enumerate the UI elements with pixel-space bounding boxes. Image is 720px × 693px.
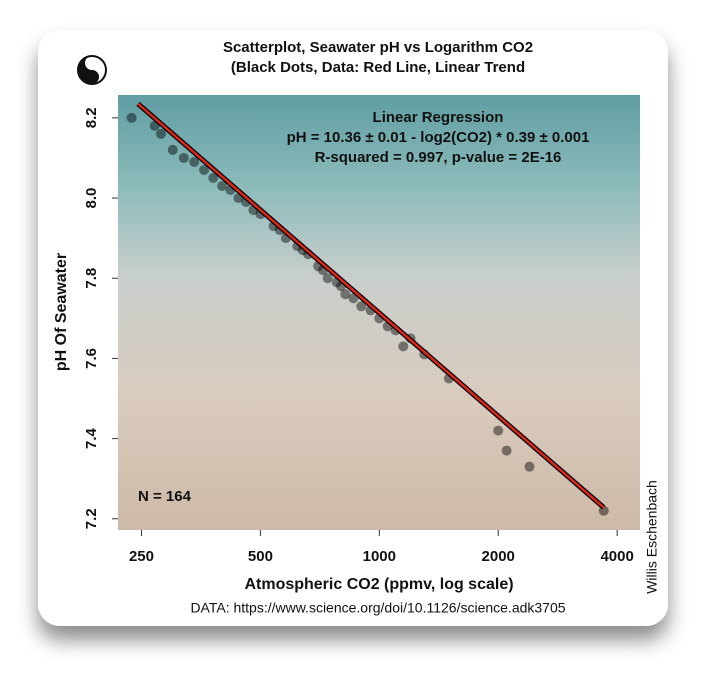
point [155,128,166,139]
point [217,181,228,192]
point [493,425,504,436]
title: (Black Dots, Data: Red Line, Linear Tren… [231,59,525,76]
y-tick-label: 7.8 [83,268,100,289]
point [322,273,333,284]
point [167,144,178,155]
y-tick-label: 7.4 [83,428,100,450]
y-tick-label: 8.2 [83,107,100,128]
point [126,112,137,123]
point [178,152,189,163]
x-axis-label: Atmospheric CO2 (ppmv, log scale) [244,576,513,593]
y-tick-label: 7.2 [83,508,100,529]
x-tick-label: 1000 [363,548,396,565]
point [524,461,535,472]
annotation: pH = 10.36 ± 0.01 - log2(CO2) * 0.39 ± 0… [287,129,590,146]
point [398,341,409,352]
x-tick-label: 4000 [600,548,633,565]
point [189,156,200,167]
y-tick-label: 7.6 [83,348,100,369]
point [356,301,367,312]
point [199,164,210,175]
trend-line [137,102,605,509]
n-label: N = 164 [138,488,192,505]
title: Scatterplot, Seawater pH vs Logarithm CO… [223,39,533,56]
annotation: R-squared = 0.997, p-value = 2E-16 [315,149,562,166]
source: DATA: https://www.science.org/doi/10.112… [190,600,565,616]
y-tick-label: 8.0 [83,188,100,209]
x-tick-label: 250 [129,548,154,565]
point [501,445,512,456]
point [208,172,219,183]
x-tick-label: 500 [248,548,273,565]
x-tick-label: 2000 [482,548,515,565]
annotation: Linear Regression [373,109,504,126]
point [340,289,351,300]
y-axis-label: pH Of Seawater [53,253,70,371]
yin-yang-icon [77,55,107,85]
author: Willis Eschenbach [644,480,660,594]
